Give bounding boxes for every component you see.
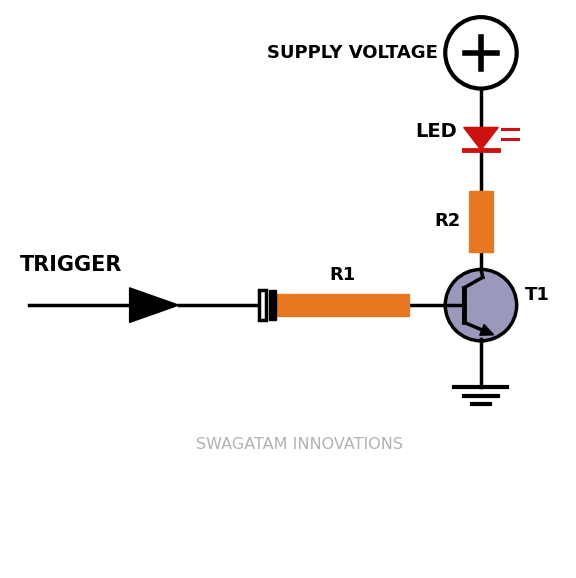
Circle shape [445,269,517,341]
Polygon shape [480,325,494,335]
Bar [276,294,409,316]
Polygon shape [464,127,498,150]
Bar [259,290,266,320]
Bar [269,290,276,320]
Text: LED: LED [415,123,457,141]
Text: SWAGATAM INNOVATIONS: SWAGATAM INNOVATIONS [196,437,403,452]
Text: R2: R2 [434,212,460,230]
Bar [469,191,493,251]
Text: T1: T1 [525,286,550,304]
Text: SUPPLY VOLTAGE: SUPPLY VOLTAGE [267,44,438,62]
Text: R1: R1 [329,266,356,284]
Text: TRIGGER: TRIGGER [20,255,123,275]
Polygon shape [130,288,179,323]
